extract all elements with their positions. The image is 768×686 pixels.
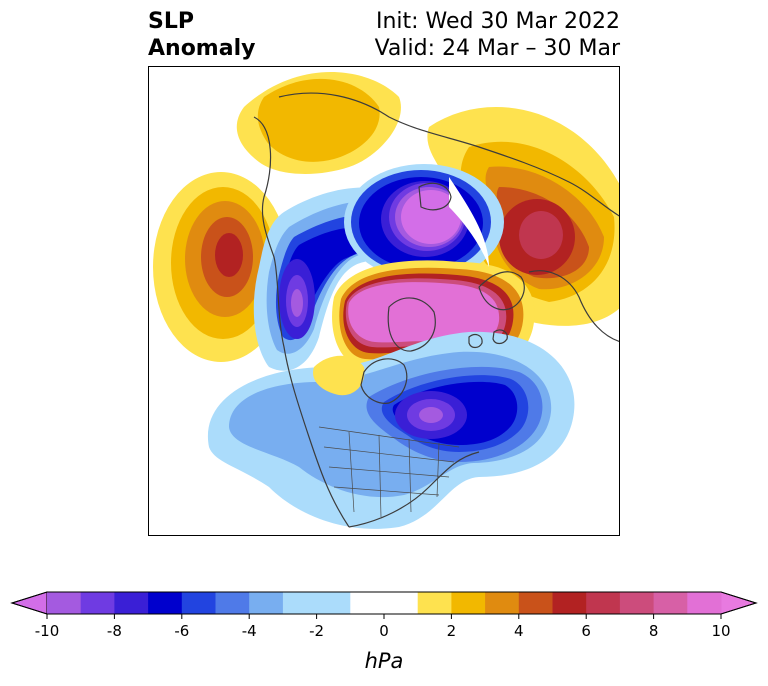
colorbar-tick-label: -4 [242,622,257,640]
colorbar-tick-label: 8 [649,622,659,640]
colorbar-bin [485,592,520,614]
siberia-positive [236,72,401,174]
colorbar-tick-label: 2 [447,622,457,640]
title-quantity: Anomaly [148,36,256,61]
colorbar-bin [687,592,722,614]
colorbar-bin [619,592,655,614]
neutral-band [449,177,489,267]
colorbar-tick-label: 4 [514,622,524,640]
colorbar-tick-label: -8 [107,622,122,640]
colorbar-bin [518,592,553,614]
colorbar-under-arrow [10,591,48,615]
colorbar-bin [586,592,621,614]
colorbar-bin [181,592,216,614]
colorbar-bin [114,592,149,614]
init-date-label: Init: Wed 30 Mar 2022 [375,9,620,34]
map-date-info: Init: Wed 30 Mar 2022 Valid: 24 Mar – 30… [375,8,620,62]
colorbar-bin [653,592,688,614]
colorbar-tick-label: -10 [35,622,60,640]
colorbar-bin [451,592,486,614]
colorbar-bin [350,592,419,614]
colorbar-unit-label: hPa [365,649,404,673]
colorbar-graphic: -10 -8 -6 -4 -2 0 2 4 6 8 10 hPa [10,591,758,673]
coastlines [253,92,619,528]
colorbar-bin [215,592,250,614]
colorbar-tick-label: 0 [379,622,389,640]
colorbar-bin [552,592,587,614]
colorbar-tick-label: 10 [711,622,730,640]
map-title: SLP Anomaly [148,8,255,62]
map-panel [148,66,620,536]
anomaly-map [153,72,619,529]
north-pacific-high [153,172,289,362]
colorbar-over-arrow [720,591,758,615]
title-variable: SLP [148,9,194,34]
colorbar: -10 -8 -6 -4 -2 0 2 4 6 8 10 hPa [0,580,768,680]
valid-range-label: Valid: 24 Mar – 30 Mar [374,36,620,61]
colorbar-bin [282,592,351,614]
colorbar-bin [80,592,115,614]
state-boundaries [318,426,460,518]
colorbar-bin [417,592,452,614]
colorbar-tick-label: -2 [309,622,324,640]
north-atlantic-low [207,331,575,529]
colorbar-bin [148,592,183,614]
colorbar-bin [47,592,82,614]
canada-positive [313,355,365,396]
anomaly-fill [153,72,619,529]
colorbar-bin [249,592,284,614]
colorbar-tick-label: -6 [174,622,189,640]
colorbar-tick-label: 6 [581,622,591,640]
